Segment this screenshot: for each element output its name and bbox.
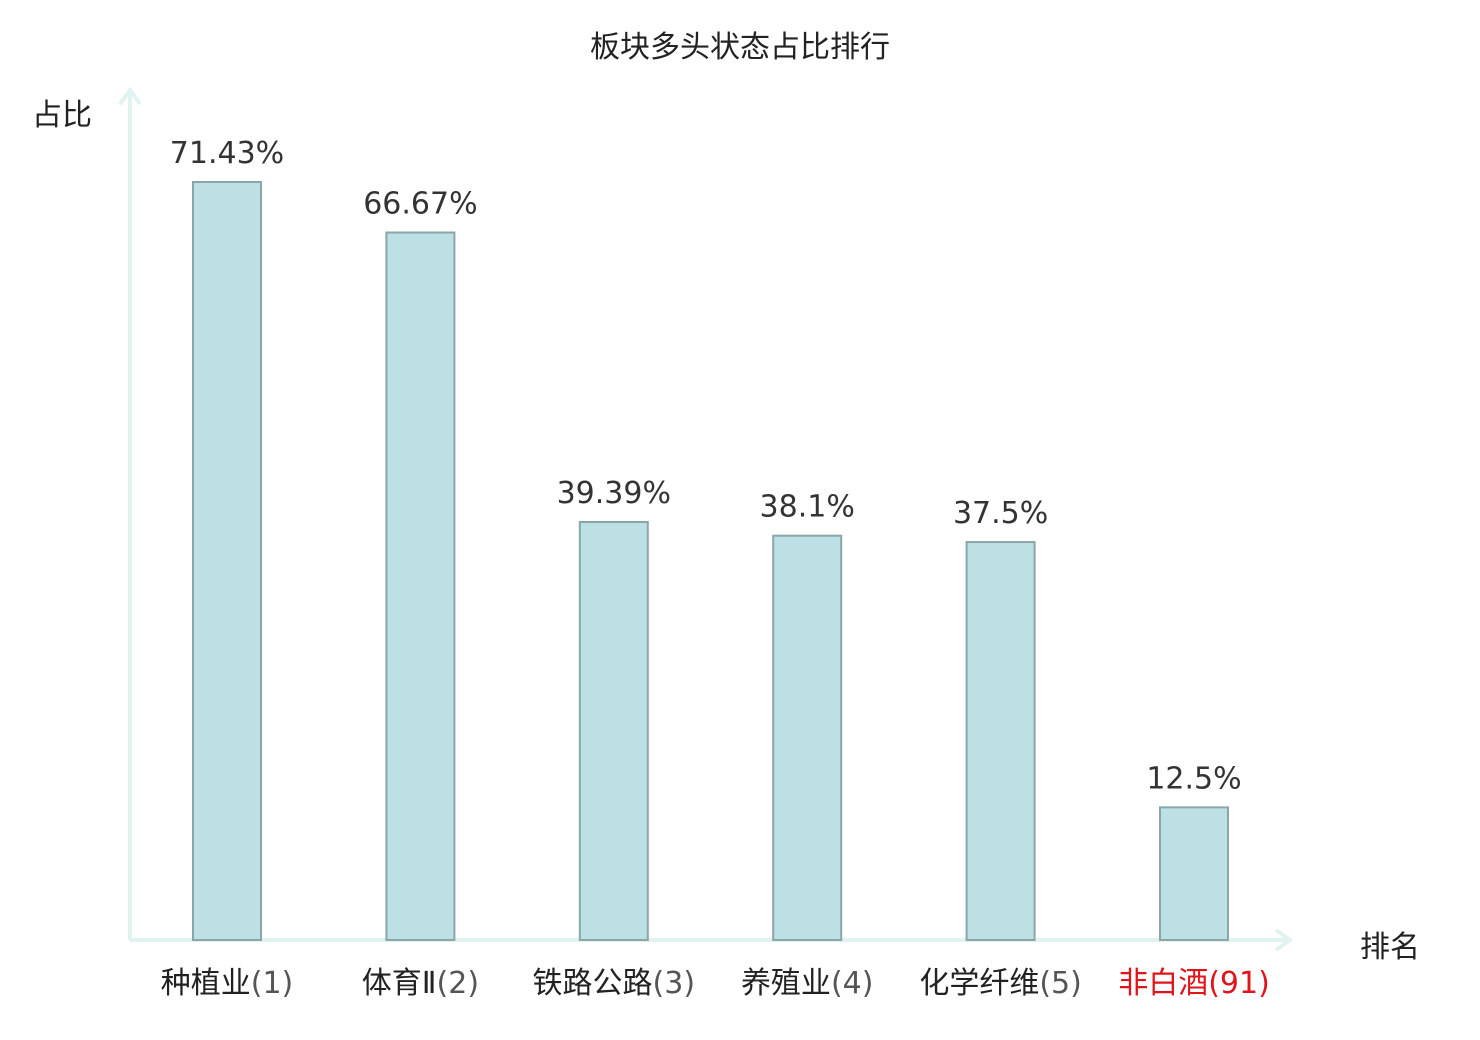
x-tick-label: 非白酒(91) [1118, 966, 1270, 1001]
bar [772, 534, 843, 941]
data-label: 66.67% [363, 187, 477, 222]
x-tick-category: 体育Ⅱ [362, 966, 437, 1001]
bar [385, 231, 456, 942]
x-tick-rank: (91) [1208, 966, 1270, 1001]
tick-labels: 种植业(1) 体育Ⅱ(2) 铁路公路(3) 养殖业(4) 化学纤维(5) 非白酒(91) [161, 966, 1270, 1001]
y-axis-arrow [118, 86, 142, 106]
x-tick-rank: (4) [831, 966, 874, 1001]
x-axis-label: 排名 [1360, 930, 1420, 965]
bar [965, 541, 1036, 942]
data-label: 12.5% [1146, 761, 1241, 796]
data-label: 38.1% [760, 490, 855, 525]
x-axis-arrow [1274, 928, 1294, 952]
bar [192, 181, 262, 941]
y-axis-label: 占比 [32, 98, 92, 133]
x-tick-category: 非白酒 [1118, 966, 1208, 1001]
x-tick-category: 化学纤维 [919, 966, 1039, 1001]
x-tick-rank: (3) [653, 966, 696, 1001]
x-tick-label: 化学纤维(5) [919, 966, 1082, 1001]
x-tick-label: 种植业(1) [161, 966, 294, 1001]
bars [192, 181, 1229, 942]
bar [1159, 806, 1229, 942]
chart-title: 板块多头状态占比排行 [590, 30, 890, 65]
value-labels: 71.43% 66.67% 39.39% 38.1% 37.5% 12.5% [170, 136, 1242, 796]
data-label: 71.43% [170, 136, 284, 171]
axes [118, 86, 1294, 952]
bar [578, 521, 649, 942]
data-label: 39.39% [557, 476, 671, 511]
x-tick-label: 体育Ⅱ(2) [362, 966, 479, 1001]
data-label: 37.5% [953, 496, 1048, 531]
x-tick-label: 养殖业(4) [741, 966, 874, 1001]
x-tick-rank: (5) [1039, 966, 1082, 1001]
x-tick-category: 种植业 [161, 966, 251, 1001]
x-tick-label: 铁路公路(3) [533, 966, 696, 1001]
x-tick-rank: (1) [251, 966, 294, 1001]
x-tick-rank: (2) [437, 966, 480, 1001]
x-tick-category: 铁路公路 [533, 966, 653, 1001]
x-tick-category: 养殖业 [741, 966, 831, 1001]
